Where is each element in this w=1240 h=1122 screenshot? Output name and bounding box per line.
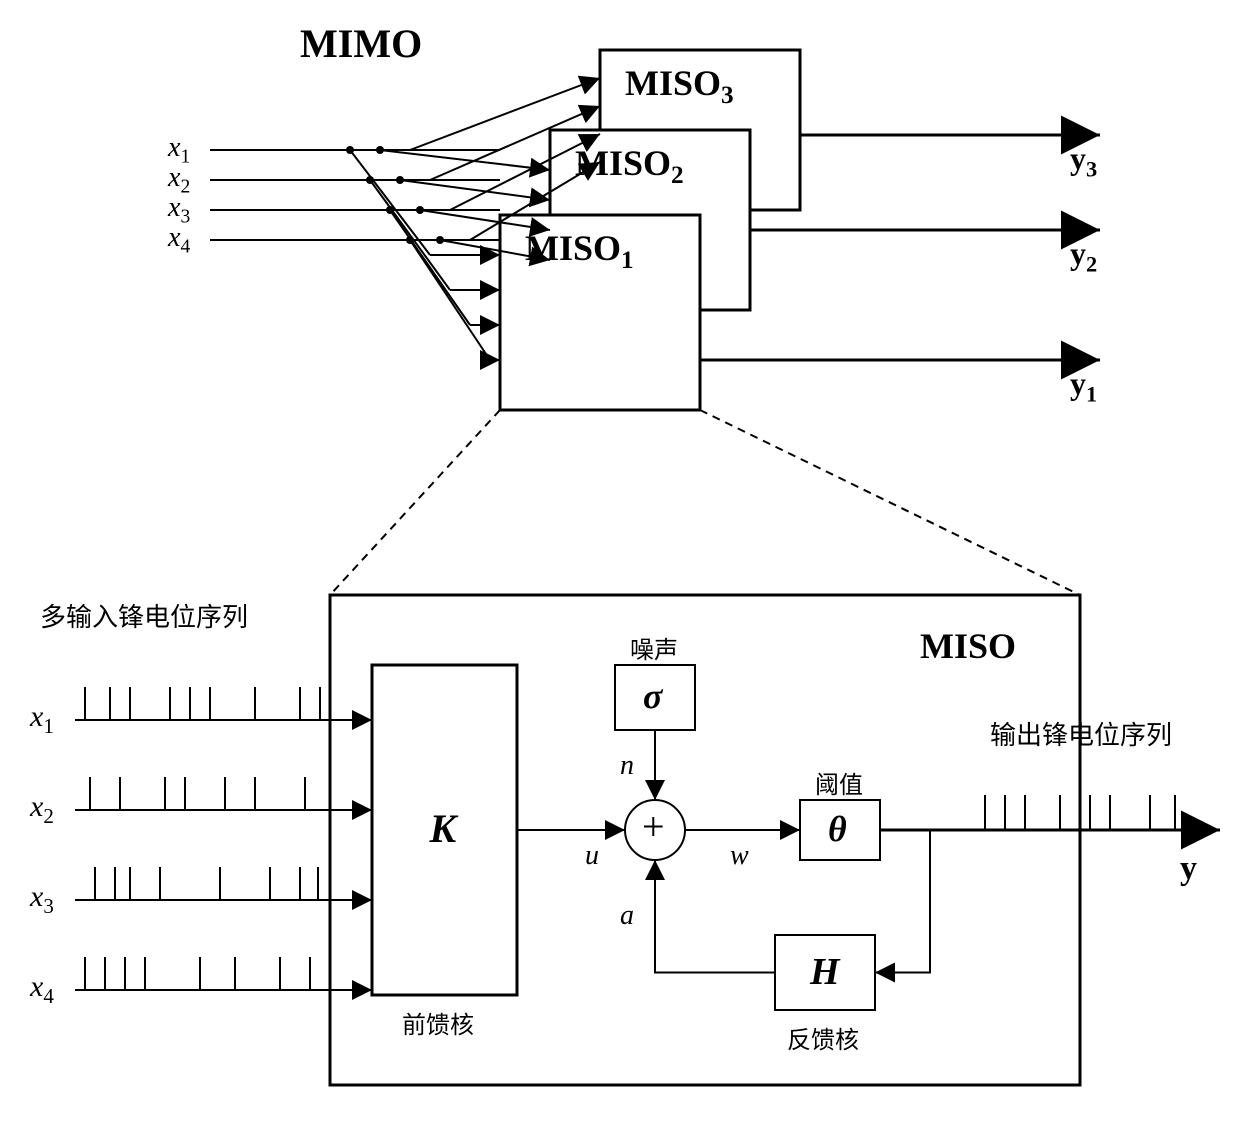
detail-input-label-x4: x4 [30,970,54,1009]
detail-input-label-x2: x2 [30,790,54,829]
miso-detail-title: MISO [920,625,1016,667]
callout-line-left [330,410,500,595]
callout-line-right [700,410,1080,595]
detail-input-label-x1: x1 [30,700,54,739]
output-label-y2: y2 [1070,235,1097,277]
noise-label: σ [643,675,662,717]
feedback-kernel-label: H [810,950,840,994]
signal-label-w: w [730,840,749,872]
top-input-label-x4: x4 [168,222,190,259]
noise-toplabel: 噪声 [630,630,678,665]
edge-output-to-H [875,830,930,973]
signal-label-n: n [620,750,634,782]
output-spike-header: 输出锋电位序列 [990,715,1172,752]
output-label-y1: y1 [1070,365,1097,407]
output-y-label: y [1180,850,1197,888]
threshold-label: θ [828,808,847,850]
miso-box-label-1: MISO1 [525,227,634,275]
feedforward-kernel-sublabel: 前馈核 [402,1005,474,1040]
edge-H-to-sum [655,860,775,973]
miso-box-label-3: MISO3 [625,62,734,110]
input-spike-header: 多输入锋电位序列 [40,597,248,634]
signal-label-a: a [620,900,634,932]
mimo-title: MIMO [300,20,422,67]
signal-label-u: u [585,840,599,872]
miso-box-label-2: MISO2 [575,142,684,190]
detail-input-label-x3: x3 [30,880,54,919]
feedback-kernel-sublabel: 反馈核 [787,1020,859,1055]
feedforward-kernel-label: K [430,805,457,852]
sum-node-label: + [642,803,665,850]
output-label-y3: y3 [1070,140,1097,182]
threshold-toplabel: 阈值 [815,765,863,800]
